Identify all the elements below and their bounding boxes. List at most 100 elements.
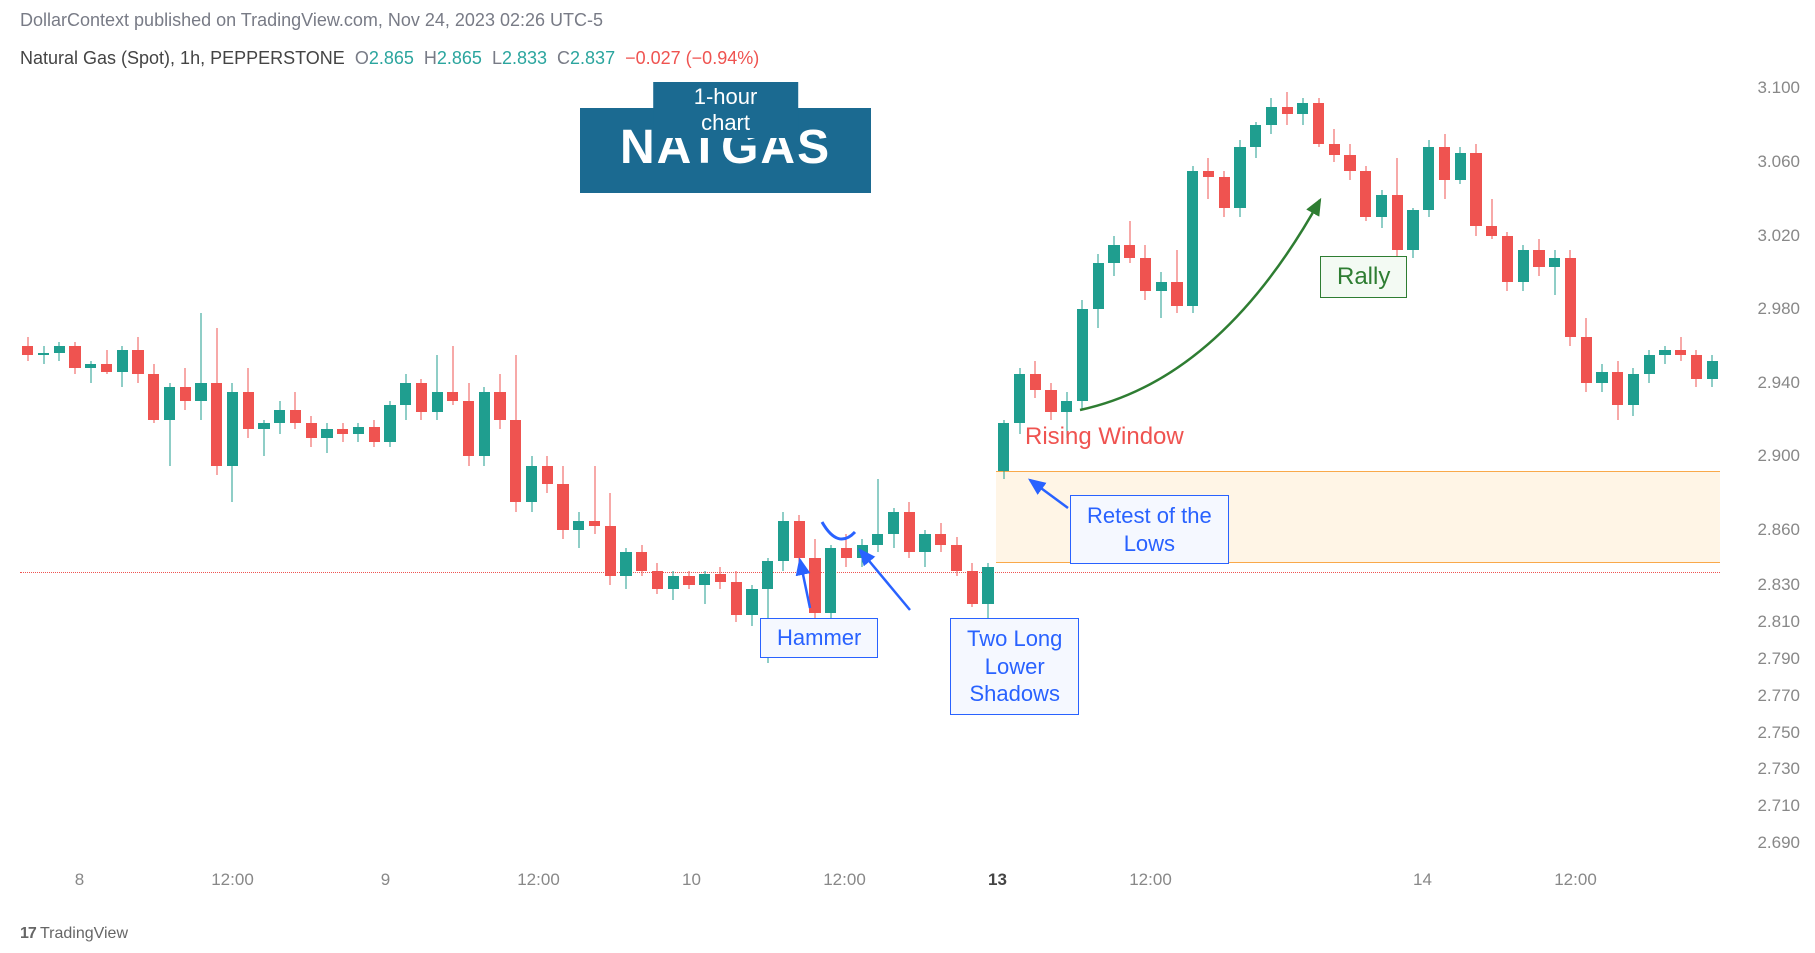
candle <box>1156 70 1167 865</box>
symbol-legend: Natural Gas (Spot), 1h, PEPPERSTONE O2.8… <box>20 48 759 69</box>
ohlc-chg: −0.027 <box>625 48 681 68</box>
candle <box>195 70 206 865</box>
rising-window-label: Rising Window <box>1025 423 1184 451</box>
candle <box>211 70 222 865</box>
y-tick: 2.750 <box>1740 723 1800 743</box>
x-tick: 8 <box>75 870 84 890</box>
candle <box>353 70 364 865</box>
candle <box>337 70 348 865</box>
chart-title-box: 1-hour chart NATGAS <box>580 108 871 193</box>
candle <box>1407 70 1418 865</box>
y-tick: 2.900 <box>1740 446 1800 466</box>
candle <box>101 70 112 865</box>
candle <box>1061 70 1072 865</box>
y-tick: 2.980 <box>1740 299 1800 319</box>
candle <box>1219 70 1230 865</box>
y-tick: 2.810 <box>1740 612 1800 632</box>
candle <box>998 70 1009 865</box>
candle <box>243 70 254 865</box>
candle <box>494 70 505 865</box>
candle <box>1691 70 1702 865</box>
x-axis: 812:00912:001012:001312:001412:00 <box>20 870 1720 900</box>
candle <box>369 70 380 865</box>
rally-box: Rally <box>1320 256 1407 298</box>
candle <box>1250 70 1261 865</box>
x-tick: 10 <box>682 870 701 890</box>
candle <box>416 70 427 865</box>
candle <box>1628 70 1639 865</box>
y-tick: 2.940 <box>1740 373 1800 393</box>
x-tick: 13 <box>988 870 1007 890</box>
candle <box>38 70 49 865</box>
y-tick: 2.770 <box>1740 686 1800 706</box>
candle <box>1455 70 1466 865</box>
y-tick: 3.060 <box>1740 152 1800 172</box>
candle <box>888 70 899 865</box>
candle <box>1030 70 1041 865</box>
chart-title-tab: 1-hour chart <box>653 82 799 138</box>
x-tick: 12:00 <box>1554 870 1597 890</box>
x-tick: 12:00 <box>517 870 560 890</box>
candle <box>1470 70 1481 865</box>
candle <box>1140 70 1151 865</box>
y-tick: 3.100 <box>1740 78 1800 98</box>
candle <box>479 70 490 865</box>
candle <box>1203 70 1214 865</box>
ohlc-h-label: H <box>424 48 437 68</box>
candle <box>258 70 269 865</box>
candle <box>1518 70 1529 865</box>
candle <box>164 70 175 865</box>
y-tick: 2.860 <box>1740 520 1800 540</box>
candle <box>1581 70 1592 865</box>
candle <box>1297 70 1308 865</box>
candle <box>1360 70 1371 865</box>
candle <box>951 70 962 865</box>
x-tick: 14 <box>1413 870 1432 890</box>
candle <box>400 70 411 865</box>
candle <box>1124 70 1135 865</box>
candle <box>1014 70 1025 865</box>
candle <box>54 70 65 865</box>
ohlc-l-label: L <box>492 48 502 68</box>
candle <box>180 70 191 865</box>
y-tick: 2.730 <box>1740 759 1800 779</box>
ohlc-c: 2.837 <box>570 48 615 68</box>
candle <box>117 70 128 865</box>
candle <box>1596 70 1607 865</box>
candle <box>306 70 317 865</box>
ohlc-c-label: C <box>557 48 570 68</box>
candle <box>1329 70 1340 865</box>
ohlc-chg-pct: (−0.94%) <box>686 48 760 68</box>
x-tick: 12:00 <box>1129 870 1172 890</box>
candle <box>85 70 96 865</box>
candle <box>1266 70 1277 865</box>
candle <box>1187 70 1198 865</box>
candle <box>557 70 568 865</box>
candle <box>1282 70 1293 865</box>
symbol-name: Natural Gas (Spot), 1h, PEPPERSTONE <box>20 48 345 68</box>
y-tick: 3.020 <box>1740 226 1800 246</box>
candle <box>1549 70 1560 865</box>
candle <box>1234 70 1245 865</box>
candle <box>1533 70 1544 865</box>
candle <box>904 70 915 865</box>
x-tick: 12:00 <box>211 870 254 890</box>
candle <box>447 70 458 865</box>
candle <box>982 70 993 865</box>
candle <box>290 70 301 865</box>
candle <box>935 70 946 865</box>
y-tick: 2.830 <box>1740 575 1800 595</box>
candle <box>1675 70 1686 865</box>
candle <box>1093 70 1104 865</box>
candle <box>919 70 930 865</box>
candle <box>274 70 285 865</box>
candle <box>1376 70 1387 865</box>
x-tick: 12:00 <box>823 870 866 890</box>
candle <box>463 70 474 865</box>
candle <box>1344 70 1355 865</box>
candle <box>1659 70 1670 865</box>
candle <box>1423 70 1434 865</box>
candle <box>1045 70 1056 865</box>
candle <box>1644 70 1655 865</box>
candle <box>1707 70 1718 865</box>
